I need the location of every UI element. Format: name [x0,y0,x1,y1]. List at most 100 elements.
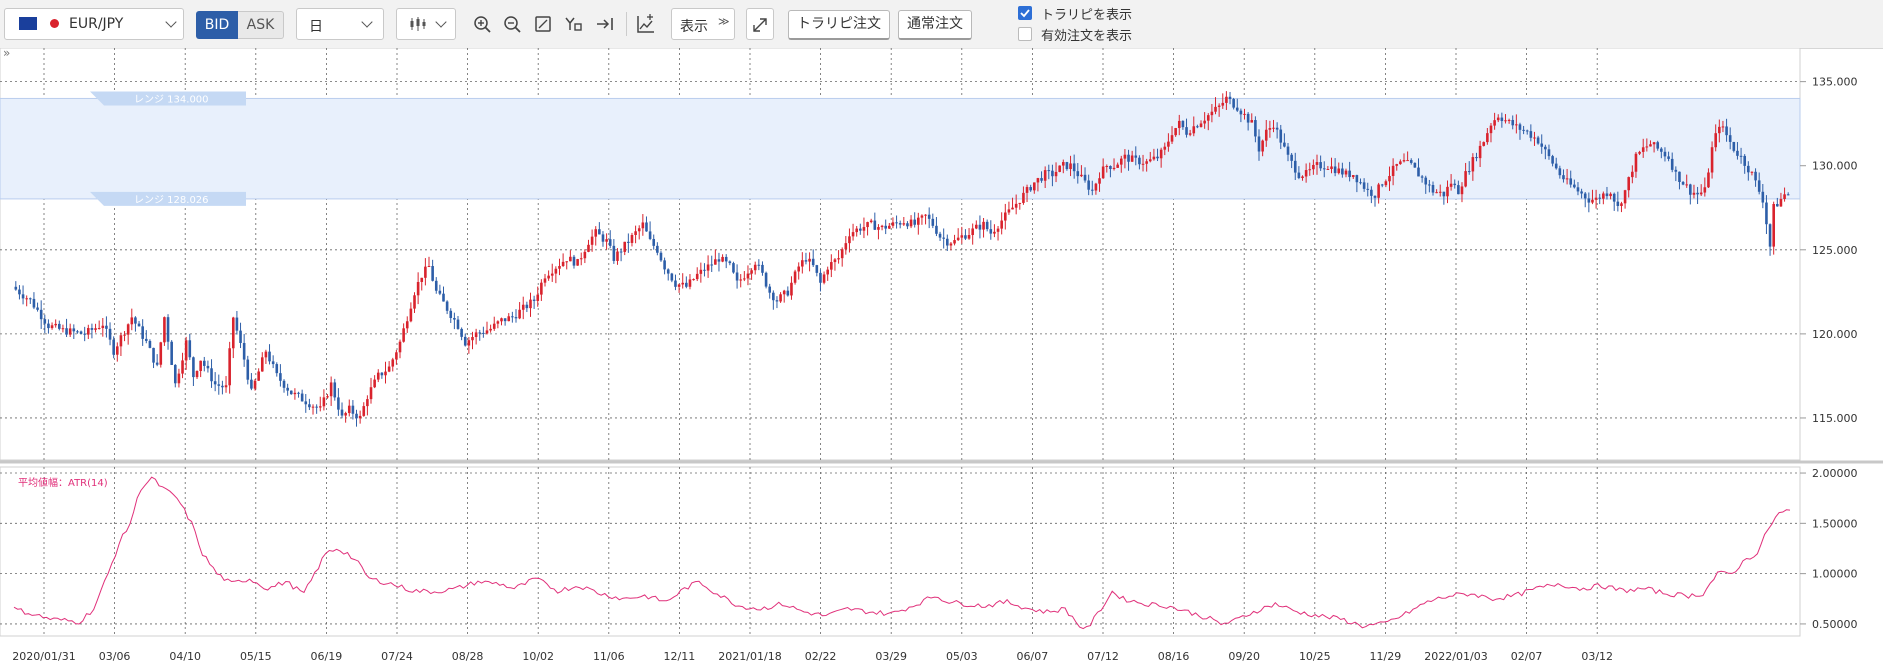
candle-body [877,227,880,230]
candle-body [170,341,173,365]
candle-body [1145,161,1148,164]
collapse-panel-icon[interactable]: » [3,48,10,60]
candle-body [376,372,380,380]
candle-body [1660,148,1663,152]
atr-indicator-title: 平均値幅：ATR(14) [18,476,108,489]
candle-body [1000,220,1003,229]
bid-button[interactable]: BID [196,11,238,39]
candle-body [108,328,112,340]
candle-body [956,237,960,241]
candle-body [1435,192,1438,194]
candle-body [1438,191,1442,193]
candle-body [848,236,851,244]
candle-body [413,295,416,309]
candle-body [1689,184,1692,195]
candle-body [1072,163,1076,172]
candle-body [1156,156,1159,159]
show-traripi-checkbox[interactable] [1018,6,1032,20]
candle-body [1036,178,1040,183]
candle-body [601,234,605,242]
atr-series [13,476,1791,630]
candle-body [1641,147,1645,152]
candle-body [967,235,971,239]
zoom-in-icon[interactable] [469,10,495,38]
candle-body [732,263,735,273]
candle-body [804,260,808,262]
candle-body [1634,153,1638,172]
candle-body [1457,185,1460,195]
atr-tick-label: 1.00000 [1812,568,1858,581]
candle-body [1623,190,1627,204]
candle-body [1486,133,1489,143]
candle-body [1707,172,1710,188]
candle-body [18,289,21,295]
show-active-orders-checkbox[interactable] [1018,27,1032,41]
ask-button[interactable]: ASK [238,11,284,39]
price-scale-icon[interactable] [561,10,587,38]
candle-body [507,316,511,322]
candle-body [746,273,750,279]
candle-body [1620,203,1623,206]
candle-body [1609,193,1612,197]
candle-body [21,294,25,299]
scroll-to-latest-icon[interactable] [592,10,618,38]
candle-body [1399,161,1402,165]
price-tick-label: 135.000 [1812,76,1858,89]
price-tick-label: 130.000 [1812,160,1858,173]
candle-body [1080,174,1083,177]
traripi-order-button[interactable]: トラリピ注文 [788,10,890,40]
candle-body [898,223,902,225]
candle-body [137,323,141,327]
candle-body [594,229,598,237]
date-tick-label: 08/28 [452,650,484,663]
display-menu-button[interactable]: 表示 ≫ [671,8,735,40]
candle-body [1460,186,1464,195]
candle-body [793,271,797,283]
candle-body [1199,123,1203,127]
candle-body [656,245,659,253]
candle-body [1283,142,1286,147]
timeframe-select[interactable]: 日 [296,8,384,40]
double-chevron-down-icon: ≫ [718,15,730,28]
date-tick-label: 09/20 [1228,650,1260,663]
indicator-add-icon[interactable] [633,10,659,38]
candle-body [1246,113,1250,123]
jp-flag-icon [50,19,59,28]
candle-body [648,231,652,239]
candle-body [293,392,297,395]
date-tick-label: 02/07 [1511,650,1543,663]
chart-type-select[interactable] [396,8,456,40]
candle-body [565,261,569,263]
candle-body [706,264,710,271]
candle-body [97,328,101,330]
candle-body [126,324,130,335]
candle-body [1127,154,1130,162]
price-chart-area[interactable]: レンジ 134.000 レンジ 128.026 135.000 130.000 125… [0,48,1883,667]
candle-body [148,340,152,348]
symbol-select[interactable]: EUR/JPY [4,8,184,40]
zoom-out-icon[interactable] [499,10,525,38]
candle-body [1431,185,1435,193]
atr-panel-frame [0,466,1801,637]
candle-body [326,396,329,398]
candle-body [1188,133,1192,135]
candle-body [1402,160,1406,162]
candle-body [1638,151,1641,154]
candle-body [670,273,674,281]
candle-body [315,406,318,408]
date-tick-label: 02/22 [805,650,837,663]
chevron-down-icon [361,16,373,28]
candle-body [1779,199,1783,207]
candle-body [688,279,692,287]
candle-body [1003,212,1007,221]
candle-body [202,360,206,366]
candle-body [1674,169,1678,172]
candle-body [115,346,119,355]
fullscreen-button[interactable] [746,8,774,40]
reset-zoom-icon[interactable] [530,10,556,38]
candle-body [188,340,192,358]
candle-body [1094,183,1098,191]
candle-body [1330,166,1333,169]
normal-order-button[interactable]: 通常注文 [898,10,972,40]
candle-body [826,269,829,275]
